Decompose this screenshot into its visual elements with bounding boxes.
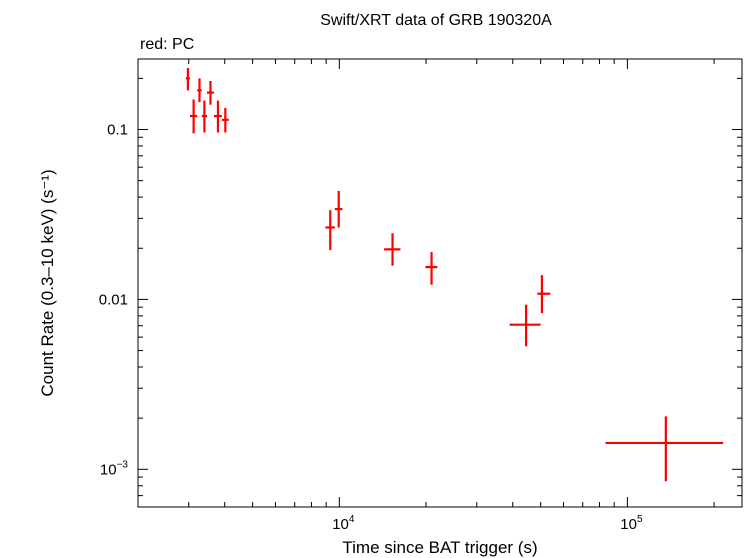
data-point	[197, 78, 202, 103]
data-point	[189, 99, 198, 134]
y-tick-label: 0.1	[107, 122, 128, 139]
data-point	[213, 100, 222, 133]
axis-ticks	[137, 59, 742, 508]
data-point	[384, 233, 401, 266]
data-point	[325, 210, 335, 251]
data-point	[206, 80, 214, 105]
data-point	[185, 68, 190, 91]
data-point	[537, 275, 551, 314]
plot-frame	[137, 58, 743, 508]
axis-tick-labels: 104 105 10−3 0.01 0.1	[99, 122, 643, 533]
data-points	[185, 68, 724, 482]
x-tick-label: 105	[620, 514, 643, 533]
data-point	[334, 190, 343, 228]
y-axis-label: Count Rate (0.3–10 keV) (s⁻¹)	[38, 169, 57, 396]
data-point	[221, 107, 229, 133]
chart-title: Swift/XRT data of GRB 190320A	[320, 12, 552, 29]
y-tick-label: 10−3	[100, 459, 129, 478]
data-point	[201, 100, 207, 133]
x-tick-label: 104	[332, 514, 355, 533]
data-point	[425, 252, 438, 285]
y-tick-label: 0.01	[99, 291, 128, 308]
data-point	[509, 304, 541, 347]
data-point	[605, 416, 724, 482]
chart-subtitle: red: PC	[140, 36, 194, 53]
x-axis-label: Time since BAT trigger (s)	[342, 538, 537, 557]
